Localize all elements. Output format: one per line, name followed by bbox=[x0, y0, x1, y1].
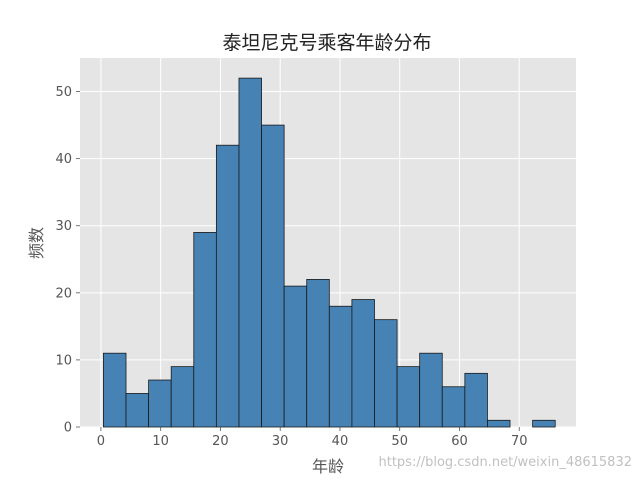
histogram-bar bbox=[464, 372, 488, 428]
x-tick-label: 40 bbox=[332, 434, 349, 449]
histogram-bar bbox=[283, 285, 308, 428]
histogram-bar bbox=[374, 319, 398, 428]
y-axis-ticks: 0 10 20 30 40 50 bbox=[55, 85, 80, 436]
x-tick-label: 20 bbox=[212, 434, 229, 449]
histogram-bar bbox=[193, 232, 217, 428]
x-tick-label: 60 bbox=[451, 434, 468, 449]
y-axis-label: 频数 bbox=[27, 227, 46, 259]
y-tick-label: 20 bbox=[55, 286, 72, 301]
histogram-bar bbox=[441, 386, 466, 428]
histogram-bar bbox=[103, 352, 127, 428]
histogram-bar bbox=[532, 419, 556, 428]
x-tick-label: 0 bbox=[97, 434, 105, 449]
y-tick-label: 0 bbox=[64, 421, 72, 436]
x-axis-ticks: 0 10 20 30 40 50 60 70 bbox=[97, 427, 528, 449]
x-tick-label: 50 bbox=[391, 434, 408, 449]
x-tick-label: 10 bbox=[152, 434, 169, 449]
y-tick-label: 50 bbox=[55, 85, 72, 100]
watermark-text: https://blog.csdn.net/weixin_48615832 bbox=[378, 455, 632, 470]
histogram-bar bbox=[125, 393, 150, 428]
x-tick-label: 70 bbox=[511, 434, 528, 449]
histogram-bar bbox=[487, 419, 511, 428]
histogram-bar bbox=[238, 77, 262, 428]
histogram-bar bbox=[148, 379, 172, 428]
y-tick-label: 30 bbox=[55, 219, 72, 234]
histogram-bar bbox=[351, 299, 375, 428]
chart-title: 泰坦尼克号乘客年龄分布 bbox=[222, 32, 431, 54]
histogram-bar bbox=[215, 144, 240, 428]
histogram-bars bbox=[103, 77, 556, 428]
histogram-bar bbox=[419, 352, 443, 428]
histogram-bar bbox=[328, 305, 353, 428]
histogram-bar bbox=[261, 124, 285, 428]
histogram-bar bbox=[170, 366, 195, 428]
histogram-bar bbox=[306, 278, 330, 428]
histogram-bar bbox=[396, 366, 421, 428]
x-tick-label: 30 bbox=[272, 434, 289, 449]
y-tick-label: 10 bbox=[55, 353, 72, 368]
x-axis-label: 年龄 bbox=[312, 457, 344, 476]
y-tick-label: 40 bbox=[55, 152, 72, 167]
